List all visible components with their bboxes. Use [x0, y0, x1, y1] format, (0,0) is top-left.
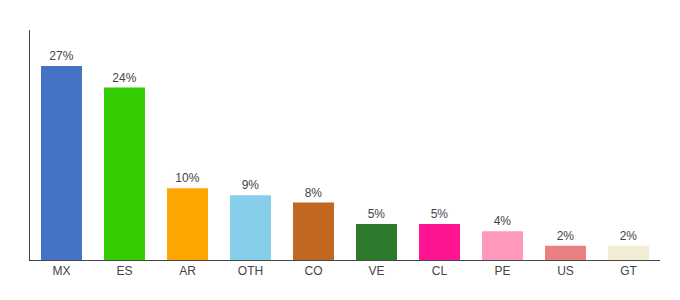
svg-text:9%: 9% [242, 178, 260, 192]
svg-text:10%: 10% [175, 171, 199, 185]
svg-text:8%: 8% [305, 186, 323, 200]
svg-text:CO: CO [305, 264, 323, 278]
svg-text:2%: 2% [557, 229, 575, 243]
svg-text:AR: AR [179, 264, 196, 278]
svg-text:PE: PE [494, 264, 510, 278]
svg-text:VE: VE [368, 264, 384, 278]
svg-text:5%: 5% [368, 207, 386, 221]
svg-text:5%: 5% [431, 207, 449, 221]
svg-text:24%: 24% [112, 71, 136, 85]
svg-text:MX: MX [53, 264, 71, 278]
svg-text:OTH: OTH [238, 264, 263, 278]
svg-text:4%: 4% [494, 214, 512, 228]
svg-text:GT: GT [620, 264, 637, 278]
svg-text:CL: CL [432, 264, 448, 278]
svg-text:ES: ES [116, 264, 132, 278]
svg-text:2%: 2% [620, 229, 638, 243]
svg-text:US: US [557, 264, 574, 278]
svg-text:27%: 27% [49, 49, 73, 63]
